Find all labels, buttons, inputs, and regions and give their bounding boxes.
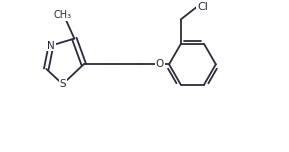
Text: CH₃: CH₃ bbox=[53, 10, 72, 20]
Text: Cl: Cl bbox=[197, 2, 208, 12]
Text: O: O bbox=[155, 59, 164, 69]
Text: N: N bbox=[47, 41, 55, 51]
Text: S: S bbox=[59, 79, 66, 89]
